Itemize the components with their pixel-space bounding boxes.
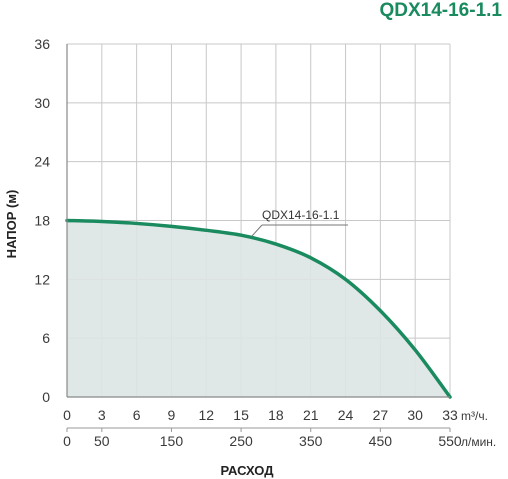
x-tick-label-m3h: 24 xyxy=(338,407,354,423)
x-tick-label-m3h: 33 xyxy=(442,407,458,423)
x-tick-label-lmin: 250 xyxy=(229,433,253,449)
y-tick-label: 18 xyxy=(34,213,50,229)
x-tick-label-m3h: 12 xyxy=(198,407,214,423)
y-tick-labels: 0 6 12 18 24 30 36 xyxy=(34,36,50,405)
x-tick-label-m3h: 21 xyxy=(303,407,319,423)
x-tick-label-m3h: 3 xyxy=(98,407,106,423)
x-unit-lmin: л/мин. xyxy=(461,435,496,449)
y-tick-label: 24 xyxy=(34,154,50,170)
chart-title: QDX14-16-1.1 xyxy=(379,0,502,21)
y-tick-label: 12 xyxy=(34,271,50,287)
x-tick-label-lmin: 550 xyxy=(438,433,462,449)
y-axis-title: НАПОР (м) xyxy=(4,190,19,259)
curve-area-fill xyxy=(67,220,450,397)
curve-label-leader xyxy=(251,224,263,237)
x-tick-labels-m3h: 0 3 6 9 12 15 18 21 24 27 30 33 xyxy=(63,407,458,423)
x-tick-label-m3h: 15 xyxy=(233,407,249,423)
x-tick-label-m3h: 30 xyxy=(407,407,423,423)
y-tick-label: 30 xyxy=(34,95,50,111)
series-label: QDX14-16-1.1 xyxy=(262,208,340,222)
x-unit-m3h: m³/ч. xyxy=(461,409,488,423)
x-tick-label-lmin: 50 xyxy=(94,433,110,449)
y-tick-label: 36 xyxy=(34,36,50,52)
x-axis-title: РАСХОД xyxy=(220,463,274,478)
axes xyxy=(66,44,450,398)
x-tick-label-m3h: 9 xyxy=(168,407,176,423)
x-tick-label-lmin: 350 xyxy=(299,433,323,449)
x-tick-label-m3h: 6 xyxy=(133,407,141,423)
x-tick-label-lmin: 0 xyxy=(63,433,71,449)
x-tick-label-lmin: 450 xyxy=(369,433,393,449)
series-curve xyxy=(65,218,452,399)
x-tick-label-m3h: 27 xyxy=(373,407,389,423)
x-tick-label-m3h: 0 xyxy=(63,407,71,423)
x-tick-labels-lmin: 0 50 150 250 350 450 550 xyxy=(63,427,462,449)
y-tick-label: 6 xyxy=(42,330,50,346)
x-tick-label-lmin: 150 xyxy=(160,433,184,449)
x-tick-label-m3h: 18 xyxy=(268,407,284,423)
y-tick-label: 0 xyxy=(42,389,50,405)
